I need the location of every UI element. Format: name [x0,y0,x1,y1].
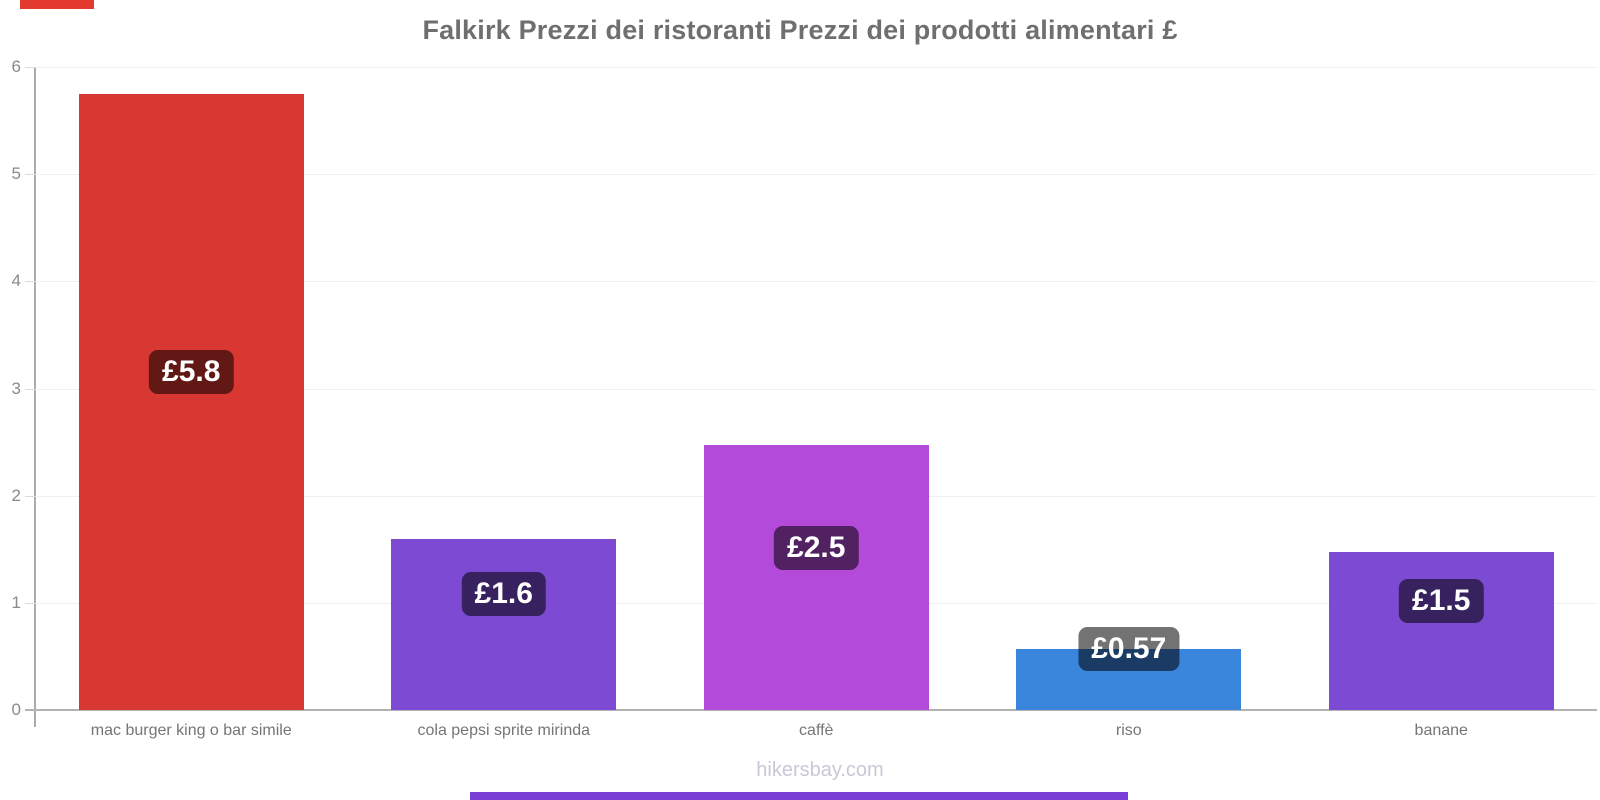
bar-1 [78,93,304,710]
y-axis-line [34,67,36,727]
x-axis-category-label: mac burger king o bar simile [90,722,292,739]
bar-3 [703,445,929,710]
gridline [36,67,1596,68]
y-axis-tick-label: 0 [11,700,21,719]
x-axis-category-label: banane [1414,722,1468,739]
watermark-text: hikersbay.com [756,759,884,781]
gridline [36,389,1596,390]
value-label-badge: £0.57 [1078,627,1180,672]
bottom-edge-accent-bar [470,792,1128,800]
chart-title: Falkirk Prezzi dei ristoranti Prezzi dei… [422,15,1178,45]
y-axis-tick [25,496,36,497]
value-label-badge: £5.8 [149,349,234,394]
x-axis-baseline [25,709,1597,711]
bar-2 [391,538,617,710]
value-label-badge: £1.5 [1399,579,1484,624]
top-edge-accent-bar [20,0,94,9]
y-axis-tick [25,281,36,282]
value-label-badge: £2.5 [774,525,859,570]
y-axis-tick [25,389,36,390]
x-axis-category-label: cola pepsi sprite mirinda [417,722,591,739]
gridline [36,281,1596,282]
y-axis-tick [25,603,36,604]
y-axis-tick-label: 1 [11,593,21,612]
y-axis-tick-label: 2 [11,486,21,505]
x-axis-category-label: caffè [799,722,834,739]
x-axis-category-label: riso [1115,722,1142,739]
y-axis-tick [25,67,36,68]
y-axis-tick-label: 6 [11,57,21,76]
y-axis-tick-label: 4 [11,271,21,290]
y-axis-tick-label: 5 [11,164,21,183]
y-axis-tick-label: 3 [11,379,21,398]
bar-5 [1328,552,1554,710]
value-label-badge: £1.6 [461,572,546,617]
gridline [36,174,1596,175]
y-axis-tick [25,174,36,175]
